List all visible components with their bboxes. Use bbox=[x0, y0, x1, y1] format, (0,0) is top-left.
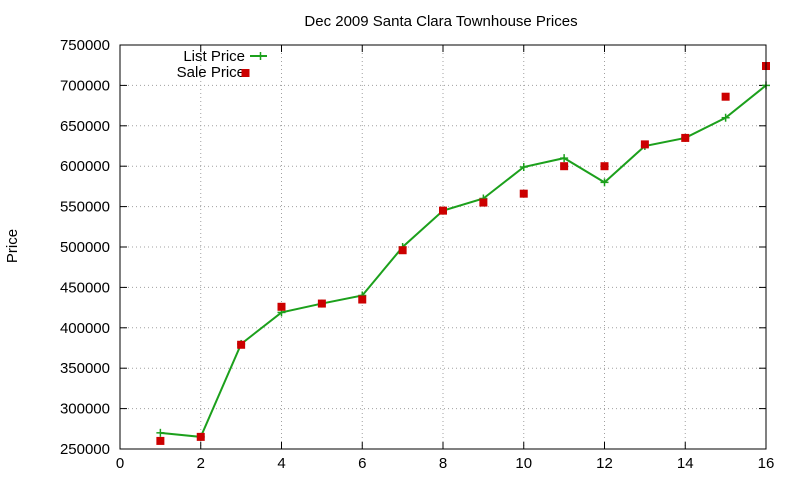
y-tick-label: 700000 bbox=[60, 77, 110, 94]
y-axis-label: Price bbox=[4, 229, 21, 263]
list-price-point bbox=[560, 154, 569, 163]
y-tick-label: 450000 bbox=[60, 279, 110, 296]
y-tick-label: 650000 bbox=[60, 118, 110, 135]
x-tick-label: 12 bbox=[596, 455, 613, 472]
plot-frame bbox=[119, 44, 767, 450]
y-tick-label: 500000 bbox=[60, 239, 110, 256]
x-tick-label: 2 bbox=[197, 455, 205, 472]
sale-price-point bbox=[721, 92, 730, 101]
sale-price-point bbox=[237, 340, 246, 349]
x-tick-label: 16 bbox=[758, 455, 775, 472]
list-price-point bbox=[600, 178, 609, 187]
y-tick-label: 550000 bbox=[60, 199, 110, 216]
legend-label-list-price: List Price bbox=[183, 48, 245, 65]
list-price-line bbox=[160, 84, 767, 438]
sale-price-point bbox=[317, 299, 326, 308]
x-tick-label: 0 bbox=[116, 455, 124, 472]
sale-price-point bbox=[600, 162, 609, 171]
x-tick-label: 8 bbox=[439, 455, 447, 472]
y-tick-label: 350000 bbox=[60, 360, 110, 377]
sale-price-point bbox=[560, 162, 569, 171]
y-tick-label: 250000 bbox=[60, 441, 110, 458]
list-price-point bbox=[156, 428, 165, 437]
grid-lines bbox=[120, 45, 766, 449]
sale-price-point bbox=[479, 198, 488, 207]
sale-price-point bbox=[358, 295, 367, 304]
x-tick-label: 6 bbox=[358, 455, 366, 472]
x-tick-label: 14 bbox=[677, 455, 694, 472]
y-tick-label: 600000 bbox=[60, 158, 110, 175]
sale-price-point bbox=[640, 140, 649, 149]
sale-price-point bbox=[519, 189, 528, 198]
y-tick-label: 400000 bbox=[60, 320, 110, 337]
sale-price-point bbox=[277, 302, 286, 311]
y-tick-label: 300000 bbox=[60, 401, 110, 418]
list-price-point bbox=[721, 113, 730, 122]
list-price-point bbox=[519, 163, 528, 172]
legend-marker-sale-price bbox=[241, 69, 250, 77]
x-tick-label: 10 bbox=[515, 455, 532, 472]
x-tick-label: 4 bbox=[277, 455, 285, 472]
chart-title: Dec 2009 Santa Clara Townhouse Prices bbox=[304, 13, 577, 30]
y-tick-label: 750000 bbox=[60, 37, 110, 54]
legend-marker-list-price bbox=[256, 52, 265, 60]
axis-ticks: 0 2 4 6 8 10 12 14 16 250000 300000 350000 400000 450… bbox=[60, 37, 774, 472]
sale-price-point bbox=[156, 436, 165, 445]
sale-price-point bbox=[439, 206, 447, 215]
sale-price-point bbox=[398, 246, 407, 255]
sale-price-point bbox=[681, 133, 690, 142]
legend-label-sale-price: Sale Price bbox=[177, 64, 245, 81]
sale-price-point bbox=[196, 432, 205, 441]
series-layer bbox=[156, 62, 770, 445]
